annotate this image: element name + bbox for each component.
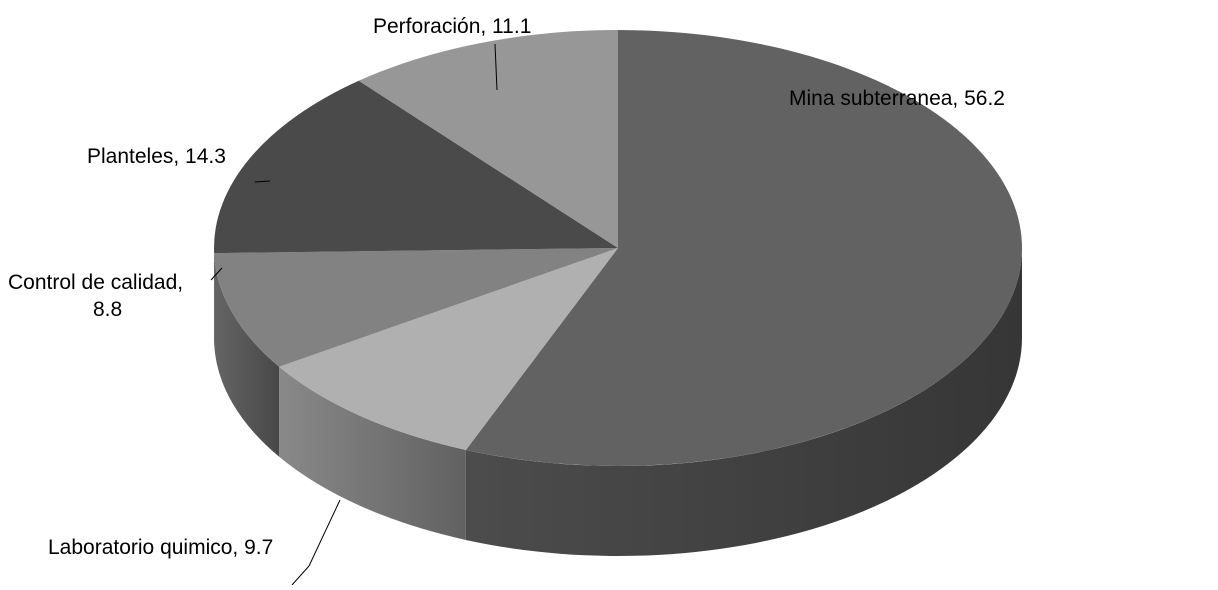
- label-mina-subterranea: Mina subterranea, 56.2: [789, 87, 1005, 110]
- label-planteles: Planteles, 14.3: [87, 145, 226, 168]
- label-laboratorio-quimico: Laboratorio quimico, 9.7: [48, 536, 273, 559]
- label-perforacion: Perforación, 11.1: [373, 15, 531, 38]
- leader-laboratorio-quimico-top: [309, 500, 340, 566]
- label-control-de-calidad: Control de calidad,: [8, 271, 183, 294]
- label-control-de-calidad-value: 8.8: [93, 298, 122, 321]
- leader-laboratorio-quimico-bottom: [292, 566, 309, 585]
